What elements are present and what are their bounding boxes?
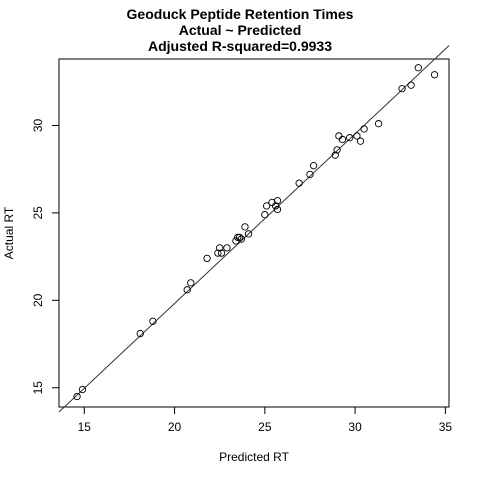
data-point	[346, 134, 354, 142]
data-point	[333, 146, 341, 154]
fit-line	[58, 45, 450, 413]
plot-area-frame	[58, 58, 450, 408]
data-point	[73, 392, 81, 401]
y-tick-label: 25	[31, 206, 45, 220]
data-point	[353, 132, 361, 140]
chart-title-line-1: Geoduck Peptide Retention Times	[127, 6, 354, 22]
data-point	[360, 125, 368, 133]
data-point	[356, 137, 365, 145]
y-tick-label: 20	[31, 293, 45, 307]
data-point	[338, 135, 347, 144]
data-point	[262, 202, 271, 210]
y-axis-label: Actual RT	[2, 206, 16, 259]
y-tick-label: 30	[31, 118, 45, 132]
data-point	[335, 132, 343, 140]
chart-title-line-2: Actual ~ Predicted	[179, 22, 302, 38]
data-point	[183, 286, 191, 294]
data-point	[407, 81, 415, 89]
data-point	[272, 202, 280, 210]
data-point	[261, 210, 269, 219]
data-point	[414, 64, 422, 72]
data-point	[149, 317, 157, 325]
data-point	[398, 85, 406, 93]
data-point	[78, 385, 87, 394]
data-point	[234, 233, 242, 242]
data-point	[244, 230, 253, 238]
data-point	[216, 244, 224, 252]
x-tick-label: 20	[168, 420, 182, 434]
chart-title-line-3: Adjusted R-squared=0.9933	[148, 38, 332, 54]
data-point	[306, 170, 314, 179]
data-point	[241, 223, 249, 231]
data-point	[295, 179, 303, 187]
data-point	[430, 71, 439, 79]
x-tick-label: 30	[348, 420, 362, 434]
data-point	[273, 196, 282, 205]
data-point	[237, 235, 246, 243]
data-point	[273, 205, 282, 214]
data-point	[374, 120, 383, 128]
x-tick-label: 35	[439, 420, 453, 434]
data-point	[203, 254, 211, 263]
x-tick-label: 15	[78, 420, 92, 434]
data-points	[73, 64, 439, 401]
data-point	[331, 151, 339, 159]
x-axis-label: Predicted RT	[219, 450, 289, 464]
fit-line-group	[58, 45, 450, 413]
y-axis: 15 20 25 30	[31, 118, 60, 395]
data-point	[187, 279, 195, 287]
data-point	[223, 244, 231, 252]
data-point	[136, 329, 144, 338]
data-point	[217, 249, 226, 257]
data-point	[309, 162, 318, 170]
data-point	[235, 233, 244, 242]
x-tick-label: 25	[258, 420, 272, 434]
data-point	[214, 249, 222, 257]
x-axis: 15 20 25 30 35	[78, 406, 453, 434]
y-tick-label: 15	[31, 381, 45, 395]
